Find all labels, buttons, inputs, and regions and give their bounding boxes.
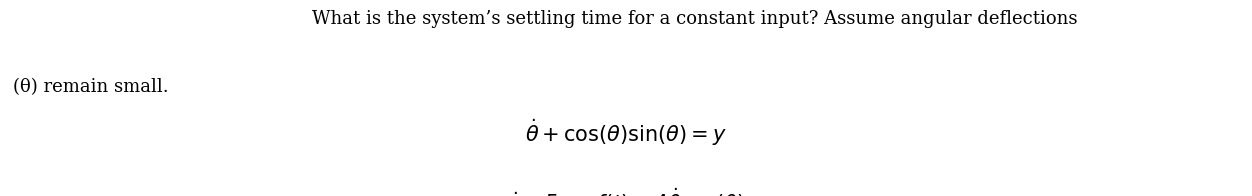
Text: $\dot{y} + 5y = f(t) + 4\dot{\theta}\cos(\theta)$: $\dot{y} + 5y = f(t) + 4\dot{\theta}\cos… bbox=[507, 186, 745, 196]
Text: $\dot{\theta} + \cos(\theta)\sin(\theta) = y$: $\dot{\theta} + \cos(\theta)\sin(\theta)… bbox=[525, 118, 727, 148]
Text: What is the system’s settling time for a constant input? Assume angular deflecti: What is the system’s settling time for a… bbox=[312, 10, 1078, 28]
Text: (θ) remain small.: (θ) remain small. bbox=[13, 78, 168, 96]
